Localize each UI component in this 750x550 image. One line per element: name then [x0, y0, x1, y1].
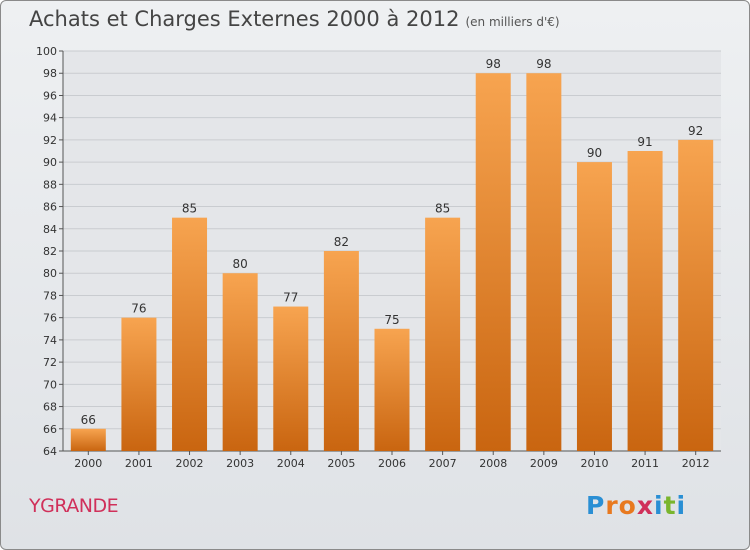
x-tick-label: 2010	[580, 457, 608, 470]
logo-letter: i	[676, 491, 687, 520]
bar-value-label: 91	[637, 135, 652, 149]
bar-value-label: 85	[435, 202, 450, 216]
logo-letter: x	[636, 491, 654, 520]
y-tick-label: 76	[43, 312, 57, 325]
bar	[374, 328, 410, 451]
y-tick-label: 74	[43, 334, 57, 347]
bar	[475, 73, 511, 451]
bar	[576, 162, 612, 451]
logo-letter: t	[663, 491, 677, 520]
x-tick-label: 2004	[277, 457, 305, 470]
x-tick-label: 2001	[125, 457, 153, 470]
bar	[627, 151, 663, 451]
bar-value-label: 90	[587, 146, 602, 160]
logo-letter: r	[605, 491, 619, 520]
chart-title: Achats et Charges Externes 2000 à 2012 (e…	[29, 7, 560, 31]
bar-value-label: 77	[283, 291, 298, 305]
bar	[172, 217, 208, 451]
bar-value-label: 76	[131, 302, 146, 316]
x-tick-label: 2003	[226, 457, 254, 470]
place-name: YGRANDE	[29, 495, 119, 517]
bar-value-label: 66	[81, 413, 96, 427]
logo-letter: i	[654, 491, 664, 520]
y-tick-label: 88	[43, 178, 57, 191]
bar	[121, 317, 157, 451]
bar-value-label: 98	[536, 57, 551, 71]
x-tick-label: 2011	[631, 457, 659, 470]
y-tick-label: 82	[43, 245, 57, 258]
x-tick-label: 2006	[378, 457, 406, 470]
bar	[70, 428, 106, 451]
y-tick-label: 94	[43, 112, 57, 125]
x-tick-label: 2005	[327, 457, 355, 470]
y-tick-label: 92	[43, 134, 57, 147]
y-tick-label: 72	[43, 356, 57, 369]
y-tick-label: 70	[43, 378, 57, 391]
y-tick-label: 68	[43, 401, 57, 414]
y-tick-label: 86	[43, 201, 57, 214]
bar-value-label: 92	[688, 124, 703, 138]
bar-value-label: 98	[486, 57, 501, 71]
bar-value-label: 85	[182, 202, 197, 216]
chart-title-text: Achats et Charges Externes 2000 à 2012	[29, 7, 460, 31]
x-tick-label: 2009	[530, 457, 558, 470]
bar	[323, 251, 359, 451]
y-tick-label: 78	[43, 289, 57, 302]
bar-value-label: 75	[384, 313, 399, 327]
x-tick-label: 2007	[429, 457, 457, 470]
y-tick-label: 100	[36, 45, 57, 58]
bar	[273, 306, 309, 451]
x-tick-label: 2008	[479, 457, 507, 470]
y-tick-label: 64	[43, 445, 57, 458]
logo-letter: o	[618, 491, 637, 520]
x-tick-label: 2000	[74, 457, 102, 470]
bar	[678, 139, 714, 451]
bar	[425, 217, 461, 451]
bar-value-label: 82	[334, 235, 349, 249]
bar	[526, 73, 562, 451]
bar-value-label: 80	[233, 257, 248, 271]
bar	[222, 273, 258, 451]
y-tick-label: 80	[43, 267, 57, 280]
x-tick-label: 2002	[176, 457, 204, 470]
chart-unit: (en milliers d'€)	[465, 15, 560, 29]
y-tick-label: 98	[43, 67, 57, 80]
x-tick-label: 2012	[682, 457, 710, 470]
y-tick-label: 84	[43, 223, 57, 236]
y-tick-label: 66	[43, 423, 57, 436]
proxiti-logo: Proxiti	[586, 491, 686, 520]
logo-letter: P	[586, 491, 606, 520]
y-tick-label: 90	[43, 156, 57, 169]
y-tick-label: 96	[43, 89, 57, 102]
